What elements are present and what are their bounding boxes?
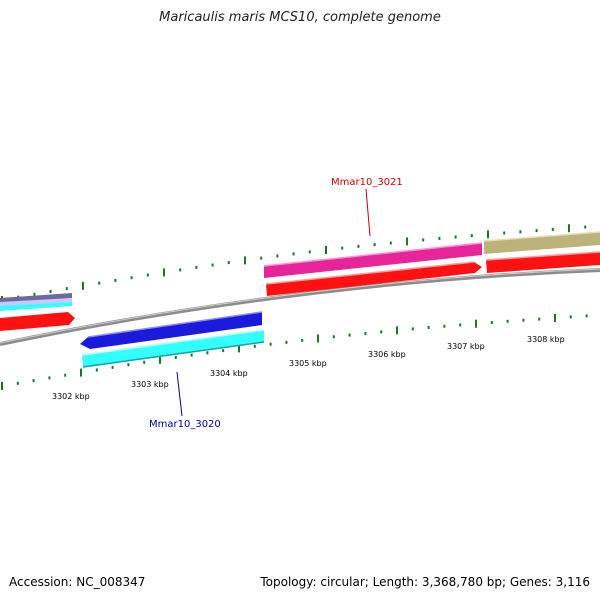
- gene-cyan-mmar10-3020: [82, 330, 264, 367]
- pointer-mmar10-3020: [176, 371, 183, 417]
- scale-label: 3303 kbp: [131, 380, 169, 389]
- gene-blue-reverse: [80, 312, 262, 349]
- scale-label: 3302 kbp: [52, 392, 90, 401]
- gene-left-lilac: [0, 298, 72, 307]
- genome-backbone: [0, 268, 600, 346]
- gene-magenta-mmar10-3021: [264, 243, 482, 278]
- gene-red-forward: [266, 262, 482, 296]
- scale-label: 3305 kbp: [289, 359, 327, 368]
- gene-label-mmar10-3020: Mmar10_3020: [149, 419, 221, 430]
- map-title: Maricaulis maris MCS10, complete genome: [159, 10, 441, 25]
- scale-label: 3307 kbp: [447, 342, 485, 351]
- genome-backbone-highlight: [0, 268, 600, 344]
- inner-tick-ring: [1, 314, 588, 390]
- accession-label: Accession: NC_008347: [9, 575, 146, 589]
- scale-label: 3306 kbp: [368, 350, 406, 359]
- gene-left-red: [0, 312, 75, 331]
- gene-left-cyan: [0, 302, 72, 311]
- genome-summary: Topology: circular; Length: 3,368,780 bp…: [260, 575, 590, 589]
- gene-red-right: [486, 252, 600, 273]
- gene-label-mmar10-3021: Mmar10_3021: [331, 177, 403, 188]
- scale-label: 3304 kbp: [210, 369, 248, 378]
- gene-khaki: [484, 232, 600, 254]
- pointer-mmar10-3021: [365, 188, 371, 237]
- scale-label: 3308 kbp: [527, 335, 565, 344]
